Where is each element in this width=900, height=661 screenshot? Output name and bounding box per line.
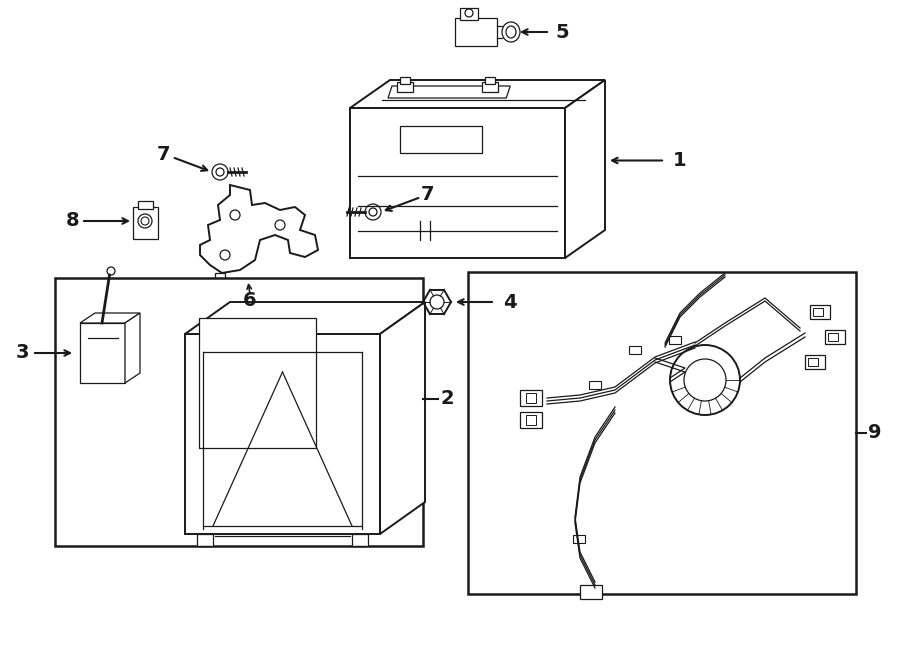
Bar: [138, 201, 153, 209]
Circle shape: [220, 250, 230, 260]
Bar: [813, 308, 823, 316]
Bar: [580, 585, 602, 599]
Polygon shape: [185, 302, 425, 334]
Bar: [808, 358, 818, 366]
Bar: [526, 393, 536, 403]
Text: 8: 8: [67, 212, 80, 231]
Circle shape: [670, 345, 740, 415]
Polygon shape: [185, 334, 380, 534]
Bar: [669, 336, 681, 344]
Bar: [810, 305, 830, 319]
Circle shape: [365, 204, 381, 220]
Polygon shape: [565, 80, 605, 258]
Bar: [55, 278, 423, 546]
Polygon shape: [350, 108, 565, 258]
Bar: [460, 8, 478, 20]
Circle shape: [138, 214, 152, 228]
Circle shape: [216, 279, 224, 287]
Polygon shape: [199, 318, 316, 448]
Circle shape: [107, 267, 115, 275]
Bar: [133, 207, 158, 239]
Circle shape: [275, 220, 285, 230]
Circle shape: [465, 9, 473, 17]
Bar: [400, 77, 410, 84]
Text: 9: 9: [868, 424, 881, 442]
Text: 4: 4: [503, 293, 517, 311]
Text: 3: 3: [15, 344, 29, 362]
Text: 5: 5: [555, 22, 569, 42]
Text: 7: 7: [158, 145, 171, 163]
Bar: [589, 381, 601, 389]
Bar: [468, 272, 856, 594]
Polygon shape: [80, 323, 125, 383]
Polygon shape: [350, 80, 605, 108]
Bar: [397, 82, 413, 92]
Polygon shape: [125, 313, 140, 383]
Circle shape: [212, 164, 228, 180]
Polygon shape: [388, 86, 510, 98]
Circle shape: [230, 210, 240, 220]
Bar: [828, 333, 838, 341]
Text: 2: 2: [441, 389, 454, 408]
Bar: [520, 390, 542, 406]
Bar: [520, 412, 542, 428]
Text: 1: 1: [673, 151, 687, 170]
Text: 6: 6: [243, 290, 256, 309]
Text: 7: 7: [421, 184, 435, 204]
Bar: [485, 77, 495, 84]
Bar: [352, 534, 368, 546]
Bar: [825, 330, 845, 344]
Bar: [197, 534, 213, 546]
Bar: [805, 355, 825, 369]
Polygon shape: [200, 185, 318, 273]
Polygon shape: [380, 302, 425, 534]
Bar: [482, 82, 498, 92]
Polygon shape: [215, 273, 225, 290]
Bar: [400, 126, 482, 153]
Bar: [573, 535, 585, 543]
Polygon shape: [80, 313, 140, 323]
Bar: [629, 346, 641, 354]
Bar: [526, 415, 536, 425]
Bar: [455, 18, 497, 46]
Ellipse shape: [502, 22, 520, 42]
